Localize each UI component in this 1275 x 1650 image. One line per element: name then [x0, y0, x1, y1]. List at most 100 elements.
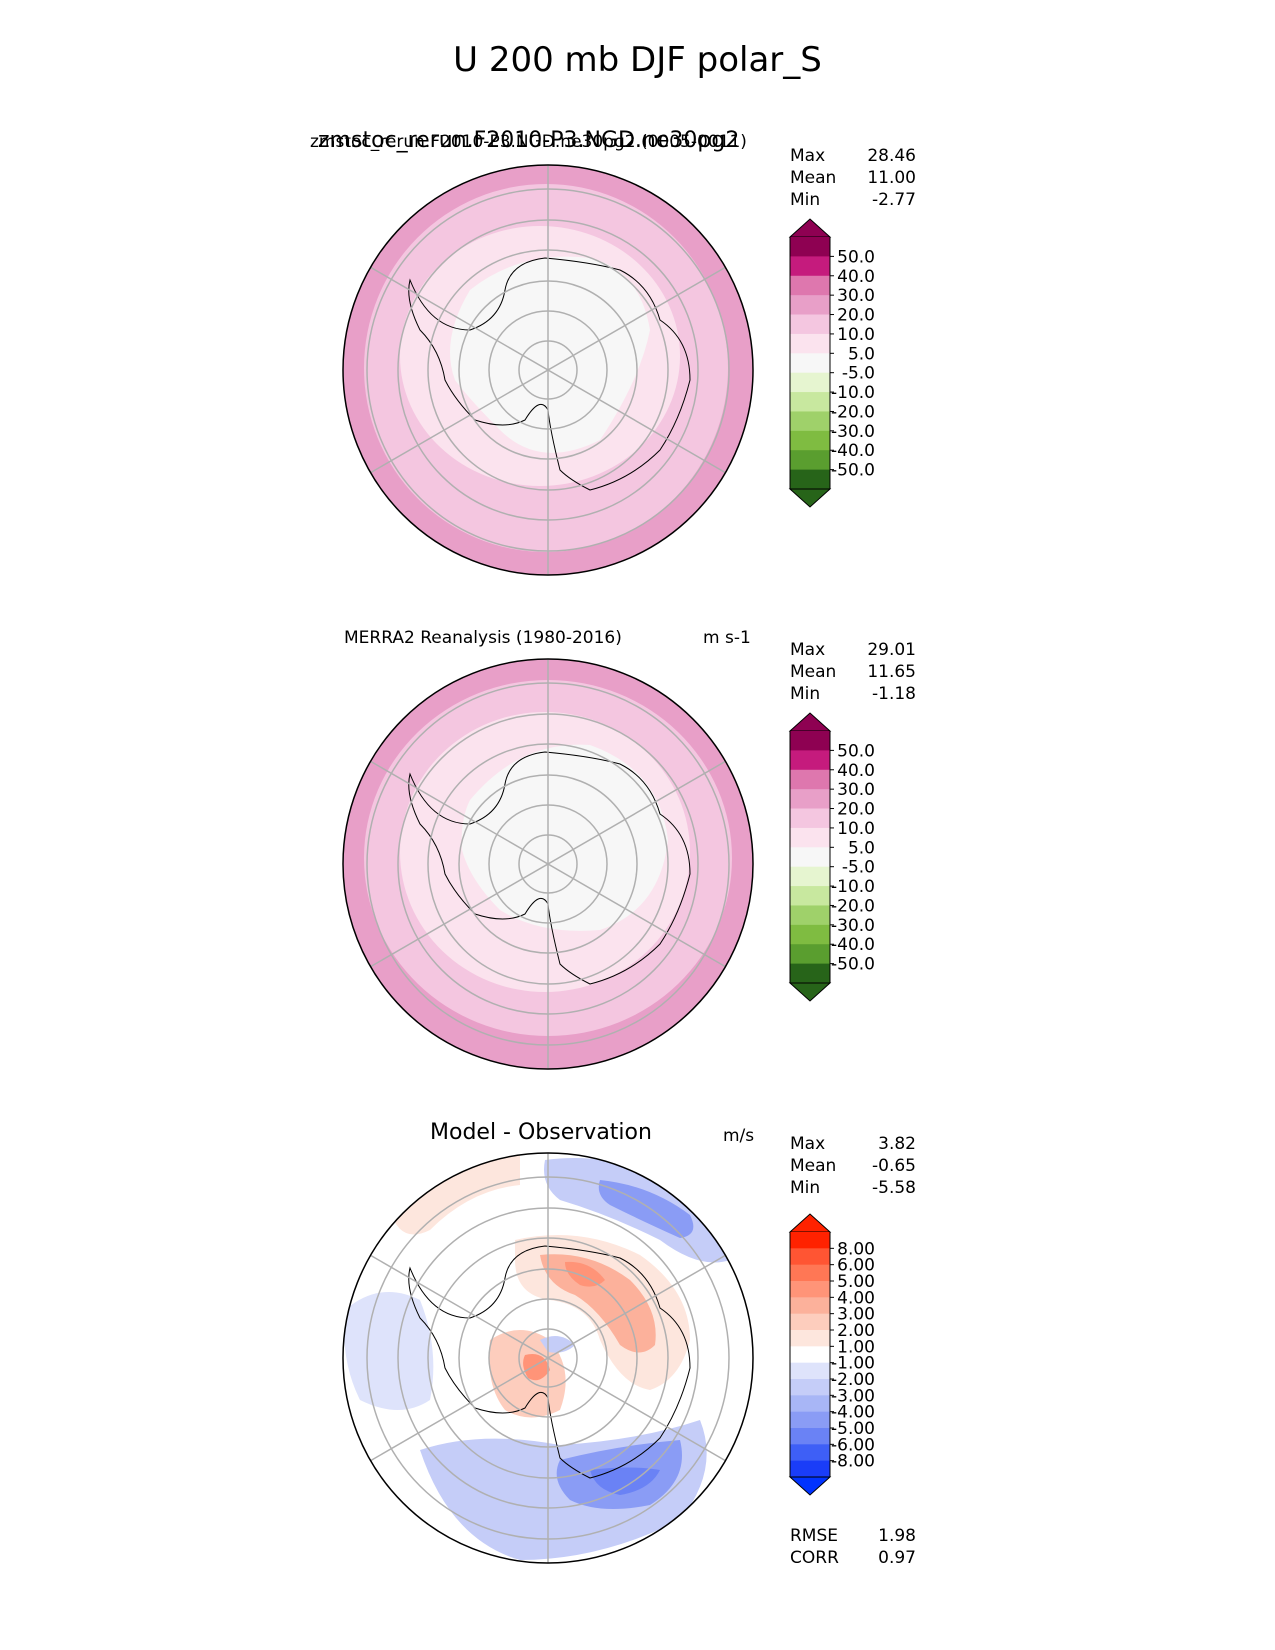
colorbar-tick-label: -50.0 — [831, 461, 875, 481]
colorbar-segment — [790, 353, 830, 374]
colorbar-segment — [790, 469, 830, 490]
stat-value: 3.82 — [878, 1134, 916, 1154]
contour-band — [344, 1292, 434, 1410]
stat-value: 11.00 — [867, 168, 916, 188]
colorbar-tick-label: 5.00 — [837, 1272, 875, 1292]
panel3-stats: Max 3.82 Mean -0.65 Min -5.58 — [790, 1134, 916, 1200]
contour-band — [540, 1254, 656, 1353]
colorbar-outline — [789, 1232, 831, 1477]
colorbar-tick-label: -8.00 — [831, 1452, 875, 1472]
contour-band — [390, 1153, 520, 1235]
stat-label: Min — [790, 1178, 821, 1198]
colorbar-segment — [790, 1379, 830, 1396]
antarctica-coastline — [408, 1245, 691, 1479]
panel1-map — [342, 164, 754, 576]
graticule — [366, 659, 730, 1069]
colorbar-extend-bottom — [788, 1476, 832, 1496]
colorbar-segment — [790, 237, 830, 257]
colorbar-segment — [790, 1362, 830, 1380]
stat-value: 29.01 — [867, 640, 916, 660]
colorbar-outline — [789, 237, 831, 489]
colorbar-segment — [790, 392, 830, 412]
colorbar-extend-top — [788, 218, 832, 238]
panel1-stats: Max 28.46 Mean 11.00 Min -2.77 — [790, 146, 916, 212]
colorbar-tick-label: -30.0 — [831, 916, 875, 936]
stat-value: -1.18 — [872, 684, 916, 704]
colorbar-tick-label: 40.0 — [837, 761, 875, 781]
colorbar-segment — [790, 944, 830, 965]
stat-label: Mean — [790, 662, 837, 682]
colorbar-segment — [790, 1281, 830, 1298]
colorbar-extend-bottom — [788, 982, 832, 1002]
colorbar-segment — [790, 1313, 830, 1331]
graticule — [366, 1153, 730, 1563]
colorbar-segment — [790, 411, 830, 432]
stat-label: Mean — [790, 168, 837, 188]
colorbar-tick-label: -10.0 — [831, 383, 875, 403]
panel3-map — [342, 1152, 754, 1564]
colorbar-segment — [790, 1330, 830, 1347]
colorbar-segment — [790, 1395, 830, 1413]
colorbar-segment — [790, 1264, 830, 1282]
panel3-colorbar: 8.006.005.004.003.002.001.00-1.00-2.00-3… — [788, 1213, 875, 1496]
colorbar-segment — [790, 333, 830, 354]
stat-label: Max — [790, 640, 826, 660]
colorbar-tick-label: -4.00 — [831, 1403, 875, 1423]
colorbar-tick-label: 10.0 — [837, 325, 875, 345]
figure-title: U 200 mb DJF polar_S — [453, 40, 822, 80]
colorbar-segment — [790, 827, 830, 848]
colorbar-extend-top — [788, 712, 832, 732]
metric-label: CORR — [790, 1548, 839, 1568]
colorbar-segment — [790, 372, 830, 393]
colorbar-segment — [790, 924, 830, 945]
colorbar-segment — [790, 769, 830, 790]
colorbar-segment — [790, 1248, 830, 1266]
colorbar-segment — [790, 1232, 830, 1249]
colorbar-tick-label: -5.00 — [831, 1419, 875, 1439]
colorbar-tick-label: -30.0 — [831, 422, 875, 442]
antarctica-coastline — [408, 751, 691, 985]
colorbar-tick-label: -50.0 — [831, 955, 875, 975]
colorbar-segment — [790, 731, 830, 751]
colorbar-tick-label: 50.0 — [837, 741, 875, 761]
colorbar-tick-label: 10.0 — [837, 819, 875, 839]
stat-value: -2.77 — [872, 190, 916, 210]
colorbar-tick-label: 40.0 — [837, 267, 875, 287]
panel2-stats: Max 29.01 Mean 11.65 Min -1.18 — [790, 640, 916, 706]
colorbar-segment — [790, 789, 830, 809]
panel1-title: zmstoc_rerun.F2010-P3.NGD.ne30pg2 — [318, 128, 740, 153]
colorbar-outline — [789, 731, 831, 983]
colorbar-segment — [790, 1444, 830, 1462]
contour-band — [565, 1261, 605, 1287]
colorbar-tick-label: -40.0 — [831, 935, 875, 955]
stat-value: 28.46 — [867, 146, 916, 166]
antarctica-coastline — [408, 257, 691, 491]
metric-label: RMSE — [790, 1526, 839, 1546]
panel2-colorbar: 50.040.030.020.010.05.0-5.0-10.0-20.0-30… — [788, 712, 875, 1002]
panel3-metrics: RMSE 1.98 CORR 0.97 — [790, 1526, 916, 1570]
colorbar-extend-bottom — [788, 488, 832, 508]
panel1-title-overlap: zmstoc_rerun.F2010-P3.NGD.ne30pg2 (0005-… — [310, 132, 747, 152]
map-boundary — [342, 658, 754, 1070]
colorbar-tick-label: 30.0 — [837, 286, 875, 306]
colorbar-segment — [790, 314, 830, 335]
stat-label: Mean — [790, 1156, 837, 1176]
colorbar-tick-label: -10.0 — [831, 877, 875, 897]
panel3-title: Model - Observation — [430, 1120, 652, 1145]
colorbar-segment — [790, 1297, 830, 1315]
colorbar-tick-label: 8.00 — [837, 1239, 875, 1259]
panel2-units: m s-1 — [703, 628, 751, 648]
stat-value: -5.58 — [872, 1178, 916, 1198]
colorbar-tick-label: 2.00 — [837, 1321, 875, 1341]
panel3-units: m/s — [723, 1126, 755, 1146]
map-boundary — [342, 164, 754, 576]
stat-label: Min — [790, 684, 821, 704]
stat-label: Max — [790, 1134, 826, 1154]
colorbar-tick-label: -5.0 — [842, 364, 875, 384]
colorbar-segment — [790, 808, 830, 829]
colorbar-tick-label: 3.00 — [837, 1305, 875, 1325]
colorbar-segment — [790, 1460, 830, 1478]
colorbar-tick-label: 30.0 — [837, 780, 875, 800]
metric-value: 0.97 — [878, 1548, 916, 1568]
